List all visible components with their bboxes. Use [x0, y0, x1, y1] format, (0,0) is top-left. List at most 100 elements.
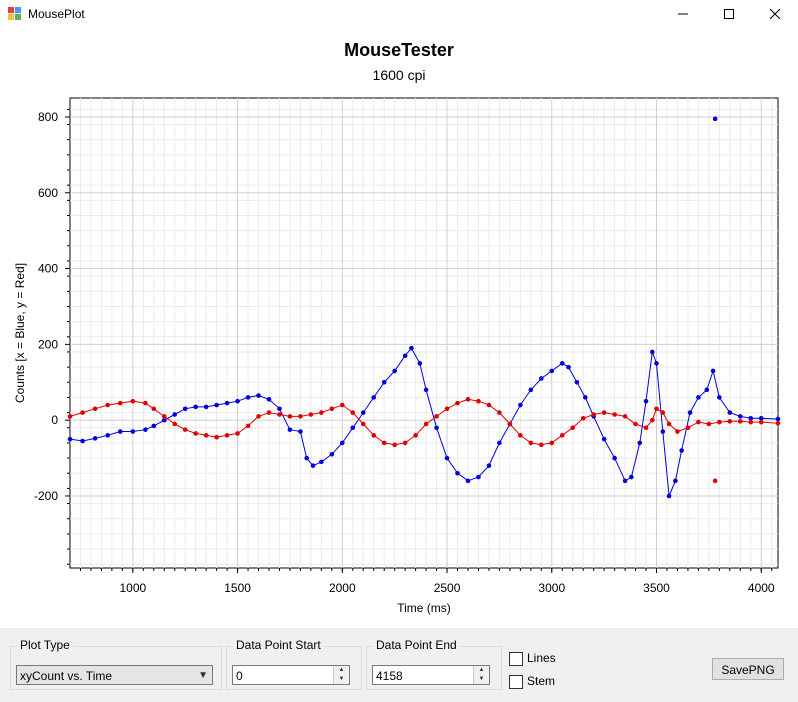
data-point: [360, 410, 366, 415]
data-point: [528, 440, 534, 446]
data-point: [329, 451, 335, 457]
data-point: [310, 463, 316, 468]
data-point-start-group: Data Point Start 0 ▲ ▼: [226, 638, 362, 690]
data-point: [775, 420, 781, 426]
data-point: [371, 395, 377, 400]
x-tick-label: 3500: [643, 581, 670, 595]
data-point: [622, 414, 628, 419]
data-point: [203, 404, 209, 410]
spin-up-icon[interactable]: ▲: [478, 667, 485, 673]
minimize-button[interactable]: [660, 0, 706, 28]
close-button[interactable]: [752, 0, 798, 28]
data-point: [737, 419, 743, 424]
data-point: [214, 434, 219, 440]
minimize-icon: [678, 13, 688, 15]
data-point-end-spinner[interactable]: ▲ ▼: [473, 666, 489, 684]
data-point: [423, 421, 429, 427]
y-tick-label: 400: [38, 262, 58, 276]
data-point: [582, 395, 588, 400]
data-point: [182, 406, 188, 412]
data-point: [277, 406, 282, 412]
data-point: [402, 440, 408, 446]
plot-type-select[interactable]: xyCount vs. Time ▼: [16, 665, 213, 685]
data-point: [660, 410, 666, 415]
data-point: [654, 406, 659, 412]
data-point: [409, 345, 414, 351]
save-png-button[interactable]: SavePNG: [712, 658, 784, 680]
lines-label: Lines: [527, 651, 556, 665]
data-point: [402, 353, 408, 359]
data-point: [172, 412, 178, 417]
data-point: [444, 455, 450, 461]
plot-background: [69, 97, 779, 569]
data-point: [92, 406, 98, 412]
data-point-start-input[interactable]: 0 ▲ ▼: [232, 665, 350, 685]
data-point: [717, 395, 722, 400]
spin-up-icon[interactable]: ▲: [338, 667, 345, 673]
x-tick-label: 2000: [329, 581, 356, 595]
data-point: [717, 419, 722, 425]
data-point: [465, 397, 471, 402]
data-point: [182, 427, 188, 432]
x-tick-label: 3000: [538, 581, 565, 595]
spin-down-icon[interactable]: ▼: [338, 676, 345, 682]
data-point: [591, 412, 596, 417]
data-point: [245, 395, 251, 400]
data-point: [539, 442, 544, 448]
data-point: [654, 361, 659, 366]
data-point: [643, 398, 649, 404]
data-point: [696, 419, 701, 425]
y-tick-label: 200: [38, 337, 58, 351]
data-point: [643, 425, 649, 431]
data-point: [266, 397, 272, 402]
data-point: [350, 425, 356, 431]
title-bar: MousePlot: [0, 0, 798, 28]
data-point: [660, 429, 666, 434]
data-point: [392, 442, 397, 448]
data-point: [497, 440, 502, 446]
plot-type-label: Plot Type: [17, 638, 73, 652]
data-point: [319, 410, 324, 415]
lines-checkbox[interactable]: [509, 652, 523, 666]
data-point: [143, 400, 148, 406]
data-point: [444, 406, 450, 412]
data-point: [67, 414, 73, 419]
data-point: [679, 448, 684, 453]
data-point: [329, 406, 335, 412]
data-point: [612, 412, 617, 417]
data-point: [434, 425, 439, 431]
y-tick-label: 800: [38, 110, 58, 124]
data-point-end-group: Data Point End 4158 ▲ ▼: [366, 638, 502, 690]
x-tick-label: 1000: [119, 581, 146, 595]
data-point: [476, 398, 481, 404]
y-tick-label: 600: [38, 186, 58, 200]
x-tick-label: 2500: [434, 581, 461, 595]
spin-down-icon[interactable]: ▼: [478, 676, 485, 682]
data-point-start-label: Data Point Start: [233, 638, 324, 652]
data-point: [518, 433, 523, 438]
data-point: [486, 402, 492, 408]
data-point: [673, 478, 678, 484]
data-point: [193, 431, 198, 436]
data-point: [172, 421, 178, 427]
y-tick-label: 0: [51, 413, 58, 427]
data-point: [151, 406, 157, 412]
data-point: [130, 398, 136, 404]
window-title: MousePlot: [28, 7, 85, 21]
data-point: [706, 421, 712, 427]
maximize-icon: [724, 9, 734, 19]
data-point: [622, 478, 628, 484]
data-point: [392, 368, 397, 374]
maximize-button[interactable]: [706, 0, 752, 28]
data-point: [704, 387, 710, 393]
data-point: [245, 423, 251, 429]
plot-type-value: xyCount vs. Time: [20, 669, 113, 683]
data-point-end-input[interactable]: 4158 ▲ ▼: [372, 665, 490, 685]
stem-checkbox[interactable]: [509, 675, 523, 689]
data-point: [650, 349, 655, 355]
data-point-start-spinner[interactable]: ▲ ▼: [333, 666, 349, 684]
data-point: [319, 459, 324, 465]
data-point: [758, 415, 764, 421]
data-point: [340, 440, 345, 446]
close-icon: [770, 9, 780, 19]
